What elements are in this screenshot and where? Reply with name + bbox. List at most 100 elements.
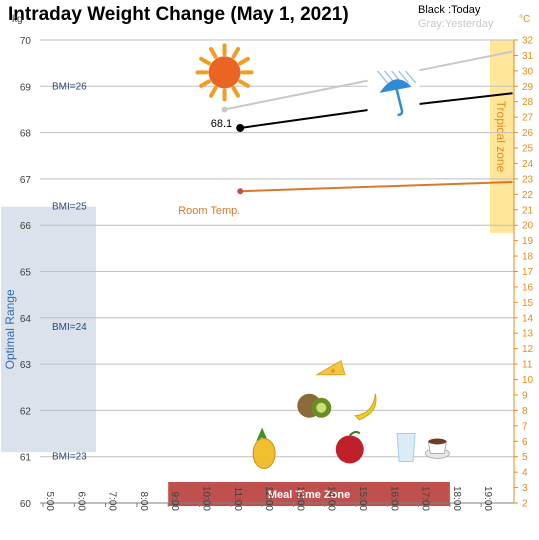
- y2-tick-label: 3: [522, 483, 528, 494]
- legend-yesterday: Gray:Yesterday: [418, 18, 494, 30]
- y2-axis-unit: °C: [519, 14, 530, 25]
- y2-tick-label: 13: [522, 329, 534, 340]
- chart-title: Intraday Weight Change (May 1, 2021): [8, 4, 349, 25]
- y-tick-label: 67: [20, 175, 32, 186]
- sun-ray: [231, 85, 241, 98]
- sun-ray: [199, 56, 211, 66]
- y2-tick-label: 30: [522, 66, 534, 77]
- y2-tick-label: 14: [522, 313, 534, 324]
- cheese-wedge: [315, 359, 346, 376]
- y2-tick-label: 19: [522, 236, 534, 247]
- apple-icon: [335, 430, 364, 464]
- y2-tick-label: 24: [522, 159, 534, 170]
- y2-tick-label: 20: [522, 221, 534, 232]
- coffee-cup-icon: [424, 438, 450, 459]
- meal-time-label: Meal Time Zone: [268, 489, 350, 501]
- legend-today: Black :Today: [418, 4, 481, 16]
- y2-tick-label: 23: [522, 174, 534, 185]
- y-tick-label: 61: [20, 453, 32, 464]
- y2-tick-label: 2: [522, 499, 528, 510]
- sun-ray: [238, 56, 250, 66]
- y2-tick-label: 10: [522, 375, 534, 386]
- x-tick-label: 7:00: [107, 492, 118, 512]
- y-tick-label: 60: [20, 499, 32, 510]
- series-start-point: [236, 123, 245, 132]
- grid-layer: BMI=26 BMI=25 BMI=24 BMI=23: [40, 39, 514, 463]
- y2-tick-label: 8: [522, 406, 528, 417]
- umbrella-rain-icon: [367, 68, 420, 117]
- room-temp-label: Room Temp.: [178, 205, 240, 217]
- y-tick-label: 66: [20, 221, 32, 232]
- glass-body: [396, 432, 416, 462]
- x-tick-label: 8:00: [138, 492, 149, 512]
- optimal-range-band: [1, 206, 96, 453]
- rain-streak: [404, 70, 417, 84]
- series-line-room-temp-: [240, 180, 513, 193]
- x-tick-label: 17:00: [420, 486, 431, 511]
- bands-layer: Optimal Range Tropical zone Meal Time Zone: [1, 40, 514, 506]
- y2-tick-label: 28: [522, 97, 534, 108]
- bmi-label: BMI=25: [52, 202, 87, 213]
- bmi-label: BMI=26: [52, 81, 87, 92]
- y-tick-label: 70: [20, 36, 32, 47]
- y2-tick-label: 18: [522, 252, 534, 263]
- y2-tick-label: 7: [522, 421, 528, 432]
- bmi-label: BMI=23: [52, 452, 87, 463]
- y2-tick-label: 26: [522, 128, 534, 139]
- apple-leaf: [349, 430, 361, 437]
- y2-tick-label: 4: [522, 468, 528, 479]
- y2-tick-label: 5: [522, 452, 528, 463]
- bmi-label: BMI=24: [52, 322, 87, 333]
- y2-tick-label: 31: [522, 51, 534, 62]
- sun-ray: [231, 47, 241, 59]
- axes-layer: 6061626364656667686970234567891011121314…: [20, 36, 534, 512]
- y-tick-label: 65: [20, 268, 32, 279]
- meal-time-band: [168, 482, 450, 506]
- y2-tick-label: 25: [522, 144, 534, 155]
- umbrella-bg: [367, 68, 420, 117]
- y-tick-label: 69: [20, 82, 32, 93]
- sun-ray: [199, 79, 211, 88]
- pineapple-icon: [252, 427, 276, 469]
- y2-tick-label: 29: [522, 82, 534, 93]
- rain-streak: [397, 70, 410, 84]
- x-tick-label: 5:00: [44, 492, 55, 512]
- x-tick-label: 11:00: [232, 487, 243, 512]
- y2-tick-label: 12: [522, 344, 534, 355]
- apple-body: [335, 435, 364, 464]
- x-tick-label: 14:00: [326, 486, 337, 511]
- y2-tick-label: 22: [522, 190, 534, 201]
- y2-tick-label: 32: [522, 36, 534, 47]
- y-tick-label: 63: [20, 360, 32, 371]
- pineapple-body: [252, 437, 276, 469]
- y2-tick-label: 9: [522, 390, 528, 401]
- x-tick-label: 6:00: [75, 492, 86, 512]
- series-start-point: [237, 188, 244, 195]
- y-tick-label: 68: [20, 129, 32, 140]
- x-tick-label: 12:00: [263, 486, 274, 511]
- y2-tick-label: 16: [522, 282, 534, 293]
- x-tick-label: 13:00: [294, 486, 305, 511]
- y2-tick-label: 21: [522, 205, 534, 216]
- y-tick-label: 64: [20, 314, 32, 325]
- banana-icon: [354, 393, 377, 421]
- sun-icon: [195, 43, 254, 102]
- coffee-surface: [428, 438, 447, 445]
- pineapple-leaves: [256, 427, 269, 442]
- y2-tick-label: 27: [522, 113, 534, 124]
- today-start-label: 68.1: [211, 118, 232, 130]
- series-start-point: [221, 106, 228, 113]
- sun-ray: [209, 47, 218, 59]
- kiwi-core: [316, 402, 327, 413]
- optimal-range-label: Optimal Range: [3, 289, 17, 369]
- y2-tick-label: 6: [522, 437, 528, 448]
- x-tick-label: 16:00: [388, 486, 399, 511]
- x-tick-label: 19:00: [482, 486, 493, 511]
- x-tick-label: 15:00: [357, 486, 368, 511]
- rain-streak: [376, 70, 389, 84]
- icons-layer: [195, 43, 450, 469]
- y-tick-label: 62: [20, 406, 32, 417]
- sun-disc: [208, 56, 241, 89]
- y2-tick-label: 15: [522, 298, 534, 309]
